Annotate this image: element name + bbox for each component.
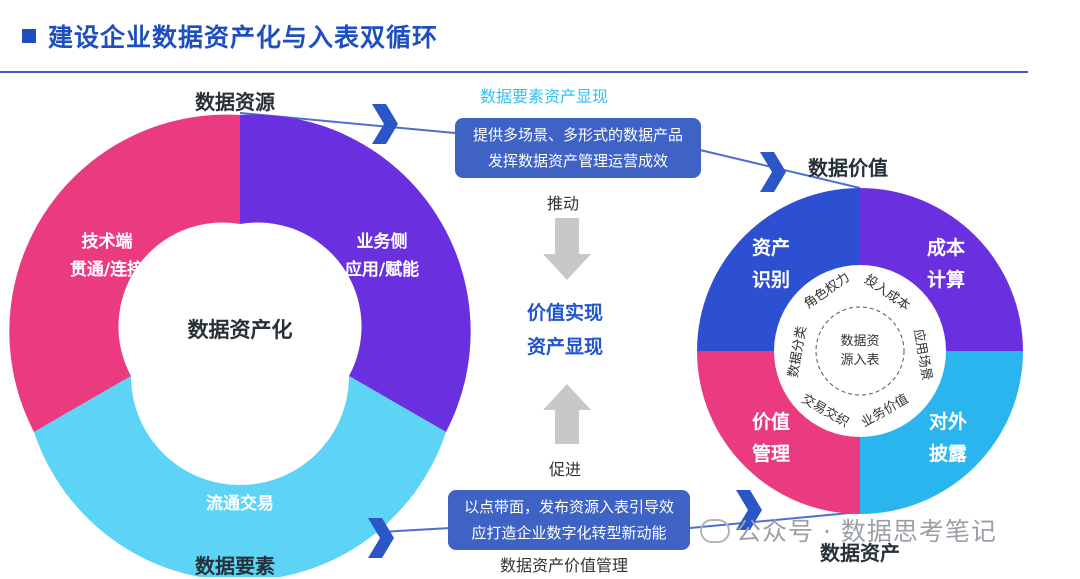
title-divider (0, 71, 1028, 73)
ring-segment-tech (9, 114, 240, 433)
title-square-icon (22, 29, 36, 43)
chevron-right-icon (372, 104, 398, 144)
right-ring (697, 188, 1023, 514)
quadrant-label-value: 价值 管理 (751, 411, 790, 465)
ring-center-hole (136, 224, 344, 432)
center-value-text: 价值实现 资产显现 (526, 302, 603, 358)
page-title: 建设企业数据资产化与入表双循环 (22, 18, 438, 54)
caption-top: 数据要素资产显现 (480, 87, 609, 106)
chevron-right-icon (736, 490, 762, 530)
ring-segment-market (34, 376, 446, 577)
quadrant-label-disclosure: 对外 披露 (928, 411, 967, 465)
label-data-resource: 数据资源 (195, 90, 275, 114)
segment-label-market: 市场上 流通交易 (206, 466, 274, 514)
right-ring-center-label: 数据资 源入表 (840, 334, 880, 368)
label-data-element: 数据要素 (195, 554, 275, 578)
top-info-box: 提供多场景、多形式的数据产品 发挥数据资产管理运营成效 (455, 118, 701, 178)
left-ring-center-label: 数据资产化 (187, 318, 293, 342)
segment-label-business: 业务侧 应用/赋能 (344, 232, 420, 280)
arrow-up-icon (543, 384, 591, 444)
chevron-right-icon (760, 152, 786, 192)
arrow-down-icon (543, 218, 591, 280)
right-ring-dashed-circle (815, 306, 905, 396)
label-push: 推动 (547, 194, 580, 213)
left-ring (9, 114, 471, 577)
bottom-info-box: 以点带面，发布资源入表引导效 应打造企业数字化转型新动能 (448, 490, 690, 550)
quadrant-label-identify: 资产 识别 (751, 237, 790, 291)
ring-segment-business (240, 114, 471, 433)
right-ring-inner-circle (774, 265, 946, 437)
caption-bottom: 数据资产价值管理 (500, 556, 629, 575)
label-data-asset: 数据资产 (820, 541, 900, 565)
label-promote: 促进 (549, 460, 582, 479)
segment-label-tech: 技术端 贯通/连接 (69, 232, 145, 280)
chevron-right-icon (368, 518, 394, 558)
label-data-value: 数据价值 (808, 156, 888, 180)
quadrant-label-cost: 成本 计算 (926, 237, 965, 291)
wechat-icon (700, 519, 730, 543)
watermark: 公众号 · 数据思考笔记 (700, 512, 997, 548)
